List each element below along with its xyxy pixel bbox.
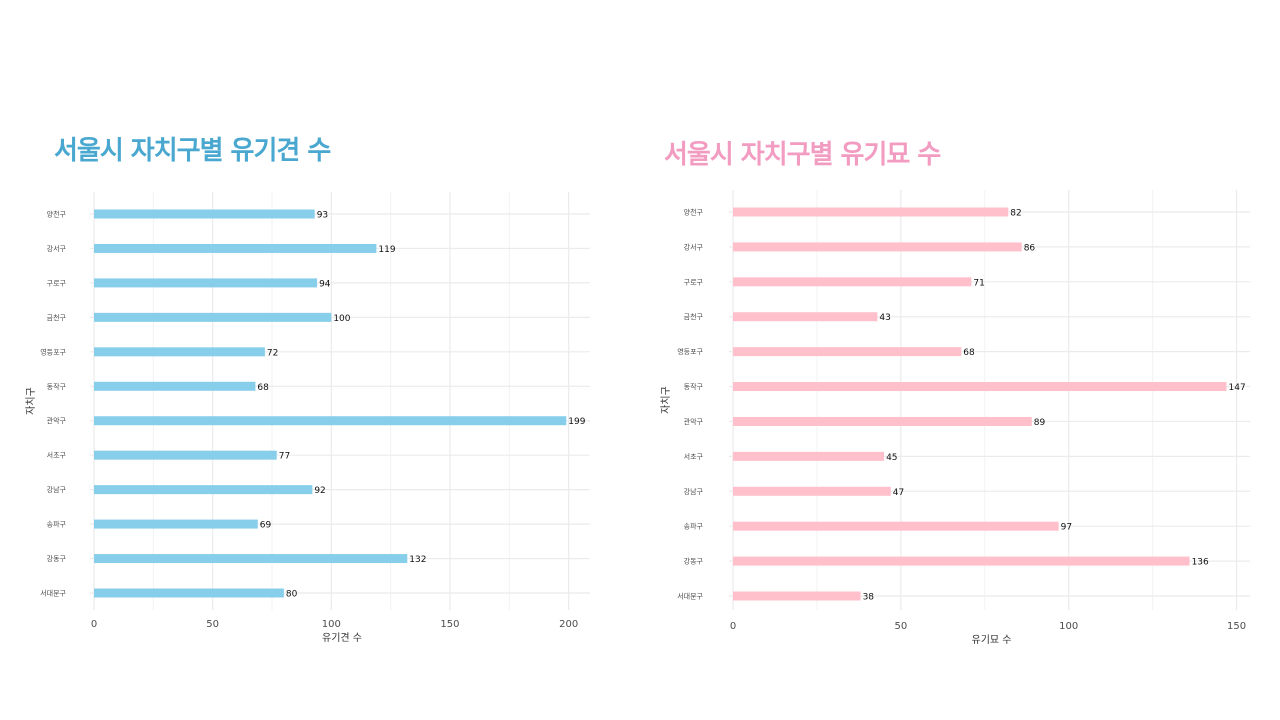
category-tick-label: 강남구	[684, 487, 704, 496]
grid	[729, 190, 1250, 610]
bar-value-label: 77	[279, 452, 290, 462]
category-tick-label: 서초구	[684, 452, 704, 461]
x-axis-title: 유기견 수	[322, 632, 362, 644]
x-axis-title: 유기묘 수	[972, 634, 1012, 646]
bar	[733, 207, 1009, 217]
dog-chart-title: 서울시 자치구별 유기견 수	[54, 136, 331, 166]
bar-value-label: 147	[1229, 383, 1246, 393]
category-tick-label: 강남구	[47, 485, 67, 494]
bar-value-label: 68	[963, 348, 975, 358]
category-tick-label: 동작구	[684, 382, 704, 391]
category-tick-label: 강동구	[684, 557, 704, 566]
bar	[733, 347, 962, 357]
bar-value-label: 97	[1061, 523, 1072, 533]
bar	[733, 591, 861, 601]
x-tick-label: 150	[440, 619, 459, 630]
category-tick-label: 동작구	[47, 382, 67, 391]
category-tick-label: 관악구	[684, 417, 704, 426]
x-tick-label: 150	[1227, 621, 1246, 632]
bar	[94, 416, 567, 426]
bar	[94, 209, 315, 219]
bar	[94, 588, 284, 598]
x-tick-label: 0	[91, 619, 97, 630]
bar-value-label: 71	[973, 278, 984, 288]
bar-value-label: 43	[879, 313, 890, 323]
bar-value-label: 45	[886, 453, 897, 463]
bar	[733, 312, 878, 322]
bar	[94, 312, 332, 322]
bar	[733, 242, 1022, 252]
bar-value-label: 94	[319, 279, 331, 289]
bar-value-label: 93	[317, 211, 328, 221]
bar	[733, 486, 891, 496]
bar	[94, 450, 277, 460]
bar-value-label: 69	[260, 521, 272, 531]
bar	[94, 485, 313, 495]
bar-value-label: 92	[314, 486, 325, 496]
bar	[94, 381, 256, 391]
x-tick-label: 50	[894, 621, 907, 632]
x-tick-label: 50	[206, 619, 219, 630]
bar-value-label: 199	[568, 417, 585, 427]
category-tick-label: 양천구	[684, 208, 704, 217]
bar-value-label: 136	[1192, 558, 1209, 568]
category-tick-label: 구로구	[684, 278, 704, 286]
bar-value-label: 38	[863, 593, 875, 603]
category-tick-label: 강서구	[684, 242, 704, 251]
bar-value-label: 68	[257, 383, 269, 393]
category-tick-label: 양천구	[47, 210, 67, 219]
category-tick-label: 서대문구	[677, 592, 703, 601]
y-axis-title: 자치구	[660, 386, 672, 414]
bar-value-label: 72	[267, 348, 278, 358]
bar	[94, 278, 318, 288]
category-tick-label: 강동구	[47, 554, 67, 563]
category-tick-label: 강서구	[47, 244, 67, 253]
x-tick-label: 100	[1059, 621, 1078, 632]
x-tick-label: 100	[322, 619, 341, 630]
bar-value-label: 80	[286, 590, 298, 600]
bar	[733, 521, 1059, 531]
bar	[94, 347, 265, 357]
bar	[733, 382, 1227, 392]
category-tick-label: 영등포구	[40, 347, 66, 356]
bar-value-label: 100	[333, 314, 350, 324]
cat-chart-title: 서울시 자치구별 유기묘 수	[664, 140, 941, 170]
bar	[94, 243, 377, 253]
bar-value-label: 119	[378, 245, 395, 255]
bar-value-label: 47	[893, 488, 904, 498]
bar	[94, 554, 408, 564]
category-tick-label: 금천구	[47, 313, 67, 322]
bar	[733, 416, 1032, 426]
bar	[94, 519, 258, 529]
category-tick-label: 관악구	[47, 416, 67, 425]
category-tick-label: 서초구	[47, 451, 67, 460]
bar-value-label: 82	[1010, 209, 1021, 219]
bar-value-label: 86	[1024, 243, 1036, 253]
bar	[733, 451, 885, 461]
category-tick-label: 송파구	[684, 522, 704, 531]
category-tick-label: 서대문구	[40, 589, 66, 598]
category-tick-label: 금천구	[684, 312, 704, 321]
bar	[733, 277, 972, 287]
bar-value-label: 132	[409, 555, 426, 565]
category-tick-label: 송파구	[47, 520, 67, 529]
bar-value-label: 89	[1034, 418, 1046, 428]
bar	[733, 556, 1190, 566]
category-tick-label: 구로구	[47, 279, 67, 287]
category-tick-label: 영등포구	[677, 347, 703, 356]
x-tick-label: 0	[730, 621, 736, 632]
dog-bar-chart: 93 양천구 119 강서구 94 구로구 100 금천구 72 영등포구 68 동작구 199 관악구 7…	[25, 192, 590, 644]
y-axis-title: 자치구	[25, 387, 37, 415]
x-tick-label: 200	[559, 619, 578, 630]
